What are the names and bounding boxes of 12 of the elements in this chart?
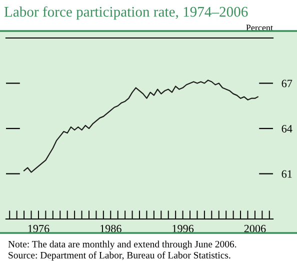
y-tick-label: 64 bbox=[282, 124, 292, 132]
line-series bbox=[23, 80, 258, 173]
source-note: Source: Department of Labor, Bureau of Labor Statistics. bbox=[8, 252, 230, 260]
chart-title: Labor force participation rate, 1974–2006 bbox=[4, 6, 248, 20]
y-tick-label: 67 bbox=[282, 80, 292, 88]
y-tick-label: 61 bbox=[282, 170, 292, 178]
text: Note: The data are monthly and extend through June 2006. bbox=[8, 240, 236, 250]
x-tick-label: 1976 bbox=[28, 224, 50, 232]
x-tick-label: 1996 bbox=[172, 224, 194, 232]
y-axis-title: Percent bbox=[246, 24, 273, 31]
x-tick-label: 2006 bbox=[244, 224, 266, 232]
x-tick-label: 1986 bbox=[100, 224, 122, 232]
